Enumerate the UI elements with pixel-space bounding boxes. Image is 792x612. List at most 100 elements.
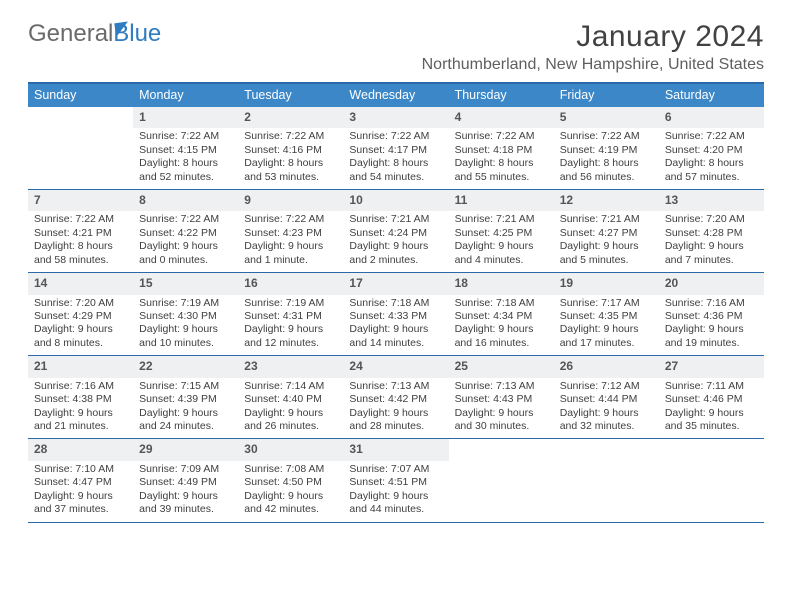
day-cell [659, 439, 764, 521]
day-number: 12 [554, 190, 659, 211]
sunrise-text: Sunrise: 7:22 AM [665, 130, 758, 143]
sunrise-text: Sunrise: 7:17 AM [560, 297, 653, 310]
day-number: 7 [28, 190, 133, 211]
sunrise-text: Sunrise: 7:18 AM [349, 297, 442, 310]
sunset-text: Sunset: 4:24 PM [349, 227, 442, 240]
day-body: Sunrise: 7:12 AMSunset: 4:44 PMDaylight:… [554, 380, 659, 434]
day-header: Sunday [28, 84, 133, 107]
day-number: 22 [133, 356, 238, 377]
day-number: 13 [659, 190, 764, 211]
sunrise-text: Sunrise: 7:22 AM [244, 130, 337, 143]
day-cell: 4Sunrise: 7:22 AMSunset: 4:18 PMDaylight… [449, 107, 554, 189]
daylight-text: Daylight: 9 hours and 14 minutes. [349, 323, 442, 350]
sunrise-text: Sunrise: 7:18 AM [455, 297, 548, 310]
daylight-text: Daylight: 8 hours and 54 minutes. [349, 157, 442, 184]
day-number: 20 [659, 273, 764, 294]
day-cell: 15 Sunrise: 7:19 AMSunset: 4:30 PMDayligh… [133, 273, 238, 355]
sunset-text: Sunset: 4:28 PM [665, 227, 758, 240]
day-number: 26 [554, 356, 659, 377]
sunrise-text: Sunrise: 7:15 AM [139, 380, 232, 393]
sunrise-text: Sunrise: 7:19 AM [139, 297, 232, 310]
day-body: Sunrise: 7:11 AMSunset: 4:46 PMDaylight:… [659, 380, 764, 434]
day-header: Monday [133, 84, 238, 107]
daylight-text: Daylight: 9 hours and 24 minutes. [139, 407, 232, 434]
day-cell: 11Sunrise: 7:21 AMSunset: 4:25 PMDayligh… [449, 190, 554, 272]
day-number: 8 [133, 190, 238, 211]
day-cell: 18Sunrise: 7:18 AMSunset: 4:34 PMDayligh… [449, 273, 554, 355]
sunrise-text: Sunrise: 7:16 AM [665, 297, 758, 310]
sunset-text: Sunset: 4:47 PM [34, 476, 127, 489]
sunrise-text: Sunrise: 7:12 AM [560, 380, 653, 393]
sunrise-text: Sunrise: 7:11 AM [665, 380, 758, 393]
day-cell: 1Sunrise: 7:22 AMSunset: 4:15 PMDaylight… [133, 107, 238, 189]
daylight-text: Daylight: 9 hours and 16 minutes. [455, 323, 548, 350]
day-cell [554, 439, 659, 521]
day-number: 1 [133, 107, 238, 128]
daylight-text: Daylight: 9 hours and 30 minutes. [455, 407, 548, 434]
sunrise-text: Sunrise: 7:22 AM [139, 213, 232, 226]
day-number: 25 [449, 356, 554, 377]
sunrise-text: Sunrise: 7:07 AM [349, 463, 442, 476]
sunset-text: Sunset: 4:29 PM [34, 310, 127, 323]
day-number: 21 [28, 356, 133, 377]
month-title: January 2024 [422, 20, 764, 54]
sunrise-text: Sunrise: 7:21 AM [455, 213, 548, 226]
day-number: 18 [449, 273, 554, 294]
sunset-text: Sunset: 4:43 PM [455, 393, 548, 406]
title-block: January 2024 Northumberland, New Hampshi… [422, 20, 764, 74]
day-cell: 22 Sunrise: 7:15 AMSunset: 4:39 PMDayligh… [133, 356, 238, 438]
day-body: Sunrise: 7:22 AMSunset: 4:23 PMDaylight:… [238, 213, 343, 267]
sunset-text: Sunset: 4:16 PM [244, 144, 337, 157]
sunrise-text: Sunrise: 7:21 AM [560, 213, 653, 226]
sunrise-text: Sunrise: 7:22 AM [349, 130, 442, 143]
sunset-text: Sunset: 4:30 PM [139, 310, 232, 323]
sunrise-text: Sunrise: 7:19 AM [244, 297, 337, 310]
daylight-text: Daylight: 9 hours and 21 minutes. [34, 407, 127, 434]
day-body: Sunrise: 7:16 AMSunset: 4:36 PMDaylight:… [659, 297, 764, 351]
daylight-text: Daylight: 8 hours and 52 minutes. [139, 157, 232, 184]
day-header: Tuesday [238, 84, 343, 107]
sunset-text: Sunset: 4:51 PM [349, 476, 442, 489]
sunset-text: Sunset: 4:15 PM [139, 144, 232, 157]
day-cell: 31Sunrise: 7:07 AMSunset: 4:51 PMDayligh… [343, 439, 448, 521]
day-body: Sunrise: 7:13 AMSunset: 4:42 PMDaylight:… [343, 380, 448, 434]
sunrise-text: Sunrise: 7:22 AM [139, 130, 232, 143]
day-body: Sunrise: 7:15 AMSunset: 4:39 PMDaylight:… [133, 380, 238, 434]
daylight-text: Daylight: 9 hours and 2 minutes. [349, 240, 442, 267]
sunset-text: Sunset: 4:25 PM [455, 227, 548, 240]
week-row: 14Sunrise: 7:20 AMSunset: 4:29 PMDayligh… [28, 273, 764, 356]
day-number: 15 [133, 273, 238, 294]
day-body: Sunrise: 7:14 AMSunset: 4:40 PMDaylight:… [238, 380, 343, 434]
day-number: 24 [343, 356, 448, 377]
sunrise-text: Sunrise: 7:08 AM [244, 463, 337, 476]
day-cell: 25Sunrise: 7:13 AMSunset: 4:43 PMDayligh… [449, 356, 554, 438]
day-body: Sunrise: 7:22 AMSunset: 4:15 PMDaylight:… [133, 130, 238, 184]
day-cell: 6Sunrise: 7:22 AMSunset: 4:20 PMDaylight… [659, 107, 764, 189]
daylight-text: Daylight: 9 hours and 26 minutes. [244, 407, 337, 434]
sunrise-text: Sunrise: 7:16 AM [34, 380, 127, 393]
header: General◤ Blue January 2024 Northumberlan… [28, 20, 764, 74]
day-header-row: Sunday Monday Tuesday Wednesday Thursday… [28, 84, 764, 107]
day-body: Sunrise: 7:22 AMSunset: 4:17 PMDaylight:… [343, 130, 448, 184]
daylight-text: Daylight: 9 hours and 28 minutes. [349, 407, 442, 434]
day-body: Sunrise: 7:20 AMSunset: 4:29 PMDaylight:… [28, 297, 133, 351]
daylight-text: Daylight: 8 hours and 57 minutes. [665, 157, 758, 184]
day-number: 5 [554, 107, 659, 128]
sunset-text: Sunset: 4:20 PM [665, 144, 758, 157]
sunrise-text: Sunrise: 7:22 AM [560, 130, 653, 143]
day-number: 3 [343, 107, 448, 128]
day-number [659, 439, 764, 460]
day-cell: 13Sunrise: 7:20 AMSunset: 4:28 PMDayligh… [659, 190, 764, 272]
sunrise-text: Sunrise: 7:22 AM [244, 213, 337, 226]
day-body: Sunrise: 7:09 AMSunset: 4:49 PMDaylight:… [133, 463, 238, 517]
day-number: 10 [343, 190, 448, 211]
daylight-text: Daylight: 9 hours and 10 minutes. [139, 323, 232, 350]
daylight-text: Daylight: 9 hours and 5 minutes. [560, 240, 653, 267]
day-number [554, 439, 659, 460]
sunset-text: Sunset: 4:22 PM [139, 227, 232, 240]
day-number: 11 [449, 190, 554, 211]
sunset-text: Sunset: 4:46 PM [665, 393, 758, 406]
sunrise-text: Sunrise: 7:14 AM [244, 380, 337, 393]
logo-text-general: General [28, 20, 113, 48]
daylight-text: Daylight: 8 hours and 55 minutes. [455, 157, 548, 184]
